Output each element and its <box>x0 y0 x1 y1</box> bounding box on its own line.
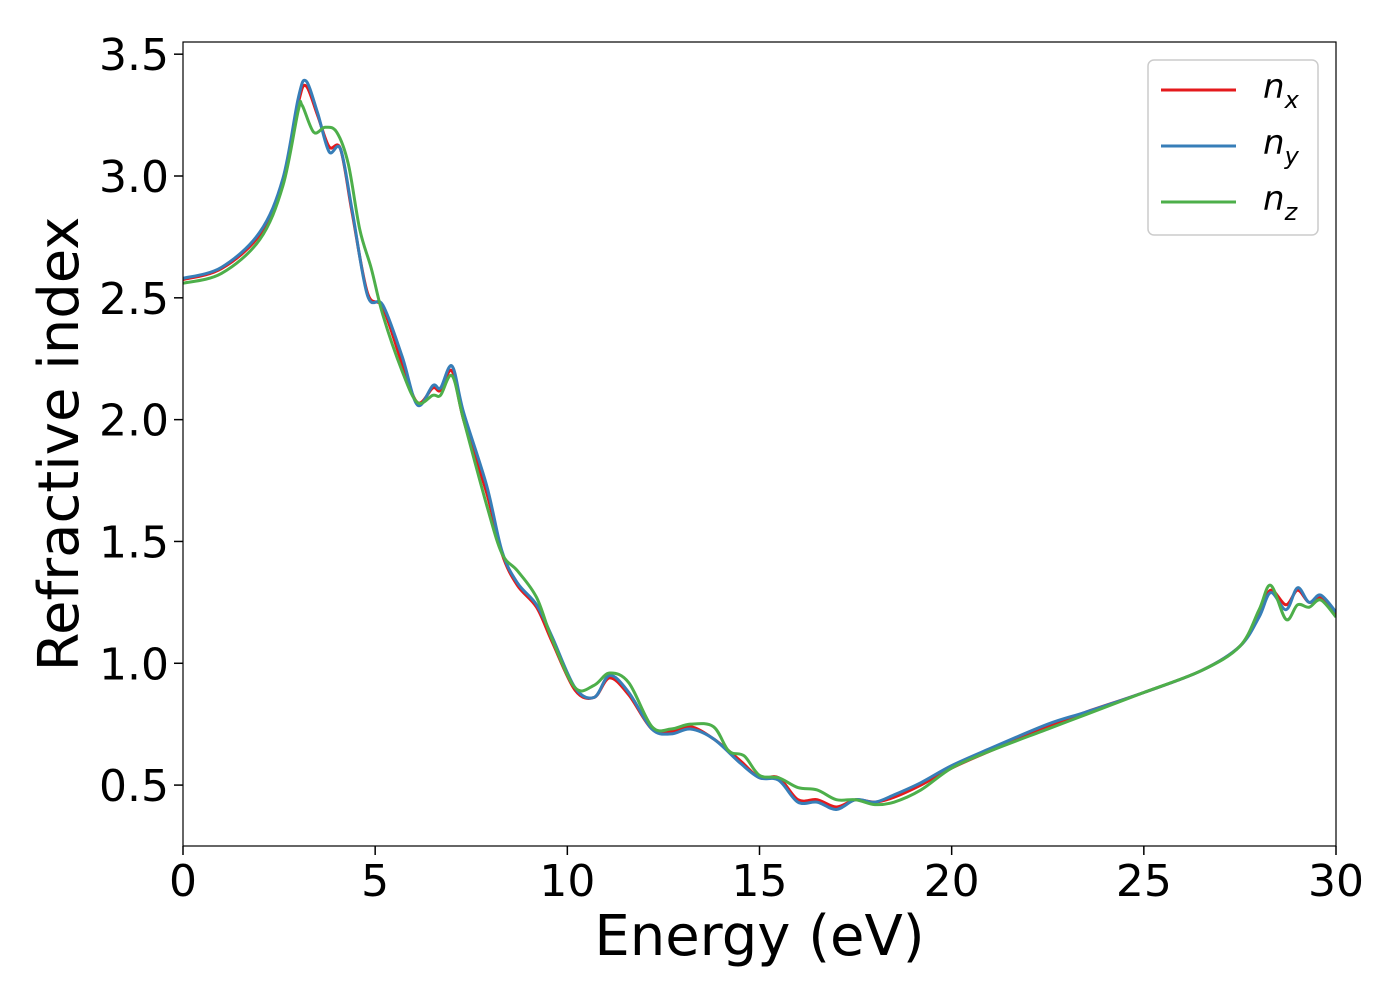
x-tick-label: 0 <box>169 856 197 907</box>
legend-label-y: ny <box>1263 123 1300 170</box>
y-tick-label: 1.0 <box>99 639 169 690</box>
y-tick-label: 1.5 <box>99 517 169 568</box>
series-layer <box>183 78 1336 811</box>
x-tick-label: 5 <box>361 856 389 907</box>
x-tick-label: 20 <box>924 856 980 907</box>
y-axis-label: Refractive index <box>27 217 92 672</box>
legend-label-z: nz <box>1263 179 1299 226</box>
x-tick-label: 15 <box>732 856 788 907</box>
legend: nx ny nz <box>1147 59 1319 236</box>
x-tick-label: 25 <box>1116 856 1172 907</box>
y-tick-label: 3.0 <box>99 152 169 203</box>
series-line-z <box>183 99 1336 807</box>
y-tick-label: 2.0 <box>99 396 169 447</box>
x-tick-label: 10 <box>539 856 595 907</box>
y-tick-label: 3.5 <box>99 30 169 81</box>
x-axis: 0 5 10 15 20 25 30 <box>169 846 1364 907</box>
x-tick-label: 30 <box>1308 856 1364 907</box>
x-axis-label: Energy (eV) <box>594 904 924 969</box>
y-axis: 0.5 1.0 1.5 2.0 2.5 3.0 3.5 <box>99 30 183 812</box>
y-tick-label: 0.5 <box>99 761 169 812</box>
y-tick-label: 2.5 <box>99 274 169 325</box>
legend-label-x: nx <box>1263 67 1300 114</box>
